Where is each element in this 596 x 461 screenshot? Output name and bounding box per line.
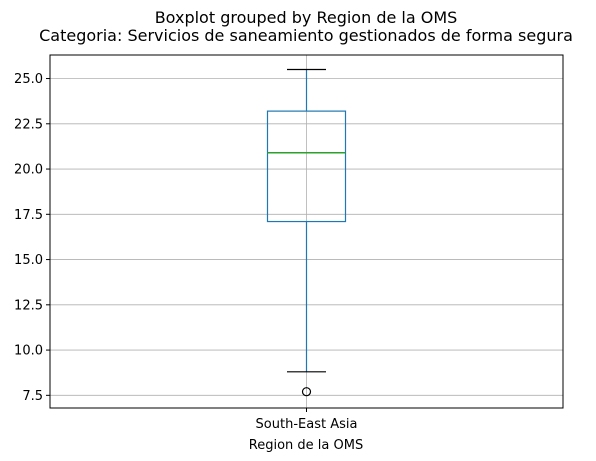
x-tick-label: South-East Asia (256, 417, 358, 432)
chart-suptitle: Boxplot grouped by Region de la OMS (155, 8, 458, 27)
y-tick-label: 12.5 (14, 298, 43, 313)
x-axis: South-East Asia (256, 408, 358, 432)
y-tick-label: 10.0 (14, 344, 43, 359)
y-tick-label: 25.0 (14, 72, 43, 87)
y-tick-label: 17.5 (14, 208, 43, 223)
box-marks (266, 68, 347, 397)
y-tick-label: 7.5 (22, 389, 43, 404)
iqr-box (266, 110, 347, 223)
y-tick-label: 20.0 (14, 163, 43, 178)
chart-title: Categoria: Servicios de saneamiento gest… (39, 26, 573, 45)
y-axis: 7.5 10.0 12.5 15.0 17.5 20.0 22.5 25.0 (14, 72, 50, 404)
y-tick-label: 15.0 (14, 253, 43, 268)
x-axis-label: Region de la OMS (249, 438, 363, 453)
y-tick-label: 22.5 (14, 117, 43, 132)
outlier-point (301, 387, 312, 397)
